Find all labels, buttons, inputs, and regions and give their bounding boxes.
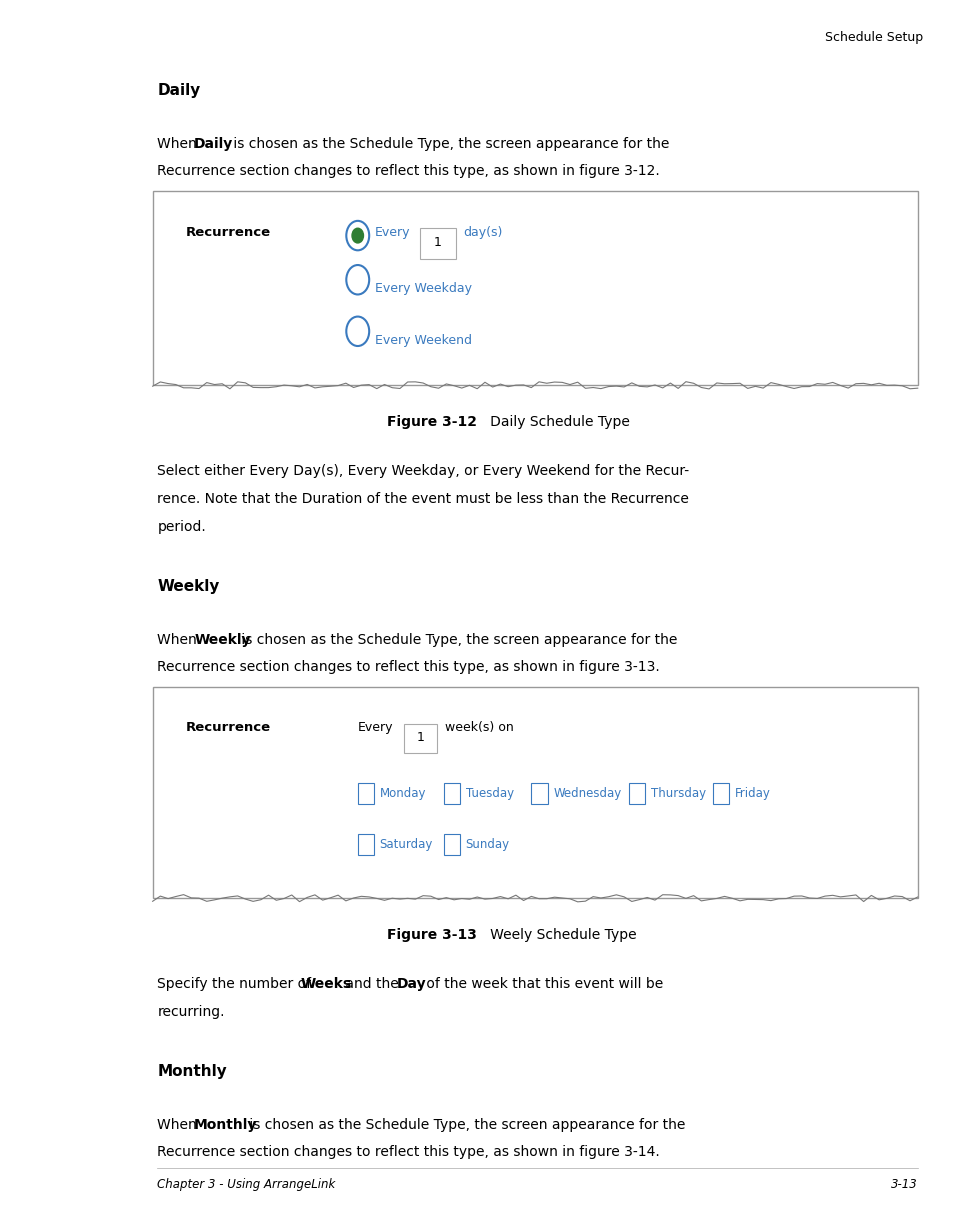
Text: Saturday: Saturday	[379, 838, 433, 852]
FancyBboxPatch shape	[628, 783, 644, 804]
Text: Select either Every Day(s), Every Weekday, or Every Weekend for the Recur-: Select either Every Day(s), Every Weekda…	[157, 464, 689, 477]
Text: rence. Note that the Duration of the event must be less than the Recurrence: rence. Note that the Duration of the eve…	[157, 492, 689, 506]
Text: Monday: Monday	[379, 787, 426, 800]
Text: Monthly: Monthly	[194, 1118, 257, 1131]
Text: Weekly: Weekly	[157, 579, 219, 594]
Text: Every: Every	[375, 226, 410, 239]
Text: day(s): day(s)	[463, 226, 502, 239]
Text: period.: period.	[157, 520, 206, 534]
FancyBboxPatch shape	[152, 687, 917, 898]
Text: 3-13: 3-13	[890, 1178, 917, 1191]
Text: is chosen as the Schedule Type, the screen appearance for the: is chosen as the Schedule Type, the scre…	[229, 137, 669, 151]
Text: Day: Day	[396, 977, 426, 990]
FancyBboxPatch shape	[443, 834, 459, 855]
Text: and the: and the	[340, 977, 402, 990]
Text: When: When	[157, 137, 201, 151]
Text: is chosen as the Schedule Type, the screen appearance for the: is chosen as the Schedule Type, the scre…	[236, 633, 677, 647]
Text: Chapter 3 - Using ArrangeLink: Chapter 3 - Using ArrangeLink	[157, 1178, 335, 1191]
Text: When: When	[157, 633, 201, 647]
Text: Figure 3-13: Figure 3-13	[387, 928, 476, 941]
Text: When: When	[157, 1118, 201, 1131]
Text: Recurrence: Recurrence	[186, 226, 271, 239]
Text: Recurrence section changes to reflect this type, as shown in figure 3-13.: Recurrence section changes to reflect th…	[157, 660, 659, 674]
FancyBboxPatch shape	[357, 783, 374, 804]
Circle shape	[346, 265, 369, 294]
Text: Every Weekday: Every Weekday	[375, 282, 472, 296]
FancyBboxPatch shape	[443, 783, 459, 804]
Text: Weekly: Weekly	[194, 633, 251, 647]
Text: Every: Every	[357, 721, 393, 735]
Text: Daily Schedule Type: Daily Schedule Type	[476, 415, 629, 428]
Text: Tuesday: Tuesday	[465, 787, 513, 800]
Circle shape	[346, 221, 369, 250]
Text: Weely Schedule Type: Weely Schedule Type	[476, 928, 636, 941]
Text: Sunday: Sunday	[465, 838, 509, 852]
FancyBboxPatch shape	[531, 783, 547, 804]
Circle shape	[346, 317, 369, 346]
Text: Daily: Daily	[157, 83, 200, 98]
Text: Recurrence section changes to reflect this type, as shown in figure 3-14.: Recurrence section changes to reflect th…	[157, 1145, 659, 1158]
Text: Recurrence: Recurrence	[186, 721, 271, 735]
Text: 1: 1	[434, 237, 441, 249]
Text: Recurrence section changes to reflect this type, as shown in figure 3-12.: Recurrence section changes to reflect th…	[157, 164, 659, 178]
Text: Friday: Friday	[734, 787, 770, 800]
Text: Specify the number of: Specify the number of	[157, 977, 315, 990]
Text: is chosen as the Schedule Type, the screen appearance for the: is chosen as the Schedule Type, the scre…	[244, 1118, 684, 1131]
FancyBboxPatch shape	[712, 783, 728, 804]
Text: Figure 3-12: Figure 3-12	[387, 415, 476, 428]
FancyBboxPatch shape	[357, 834, 374, 855]
FancyBboxPatch shape	[152, 191, 917, 385]
Circle shape	[352, 228, 363, 243]
Text: of the week that this event will be: of the week that this event will be	[421, 977, 662, 990]
Text: recurring.: recurring.	[157, 1005, 225, 1018]
Text: Monthly: Monthly	[157, 1064, 227, 1079]
Text: Every Weekend: Every Weekend	[375, 334, 472, 347]
FancyBboxPatch shape	[403, 724, 436, 753]
Text: Thursday: Thursday	[650, 787, 705, 800]
Text: week(s) on: week(s) on	[444, 721, 513, 735]
Text: Wednesday: Wednesday	[553, 787, 621, 800]
Text: Daily: Daily	[194, 137, 233, 151]
Text: Schedule Setup: Schedule Setup	[824, 31, 923, 44]
Text: Weeks: Weeks	[300, 977, 352, 990]
Text: 1: 1	[416, 731, 424, 744]
FancyBboxPatch shape	[419, 228, 456, 259]
